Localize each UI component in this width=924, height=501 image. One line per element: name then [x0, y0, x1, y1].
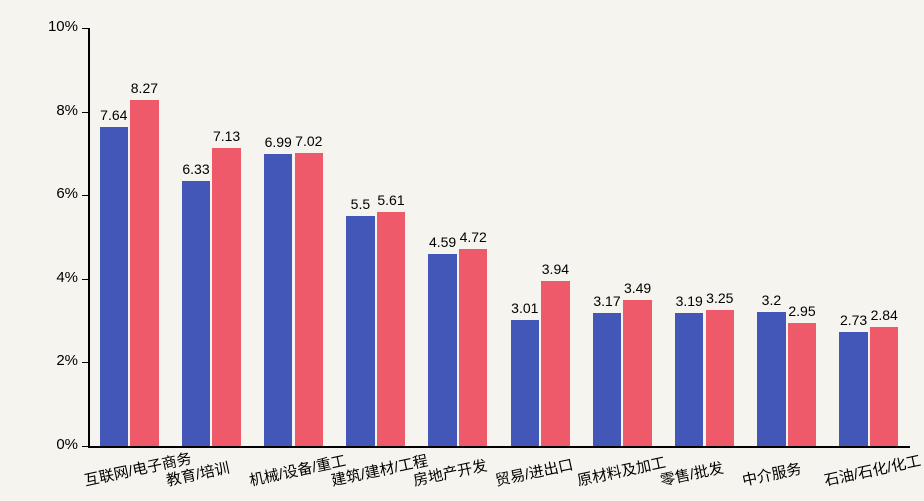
bar	[130, 100, 159, 446]
bar-value-label: 3.94	[535, 261, 575, 277]
bar	[182, 181, 211, 446]
bar	[623, 300, 652, 446]
y-tick-label: 4%	[0, 269, 78, 286]
bar	[100, 127, 129, 446]
bar-value-label: 6.33	[176, 161, 216, 177]
bar-value-label: 5.61	[371, 192, 411, 208]
bar	[675, 313, 704, 446]
industry-bar-chart: 0%2%4%6%8%10%7.648.27互联网/电子商务6.337.13教育/…	[0, 0, 924, 501]
y-tick-label: 8%	[0, 102, 78, 119]
bar-value-label: 2.84	[864, 307, 904, 323]
bar-value-label: 7.13	[207, 128, 247, 144]
x-axis	[88, 446, 910, 448]
bar	[511, 320, 540, 446]
bar-value-label: 7.02	[289, 133, 329, 149]
bar	[295, 153, 324, 446]
category-label: 中介服务	[740, 458, 803, 491]
bar-value-label: 2.95	[782, 303, 822, 319]
bar-value-label: 3.01	[505, 300, 545, 316]
bar	[264, 154, 293, 446]
y-tick	[82, 28, 88, 29]
bar	[459, 249, 488, 446]
y-tick-label: 10%	[0, 18, 78, 35]
category-label: 石油/石化/化工	[822, 450, 923, 491]
bar	[593, 313, 622, 446]
y-tick	[82, 112, 88, 113]
y-tick	[82, 446, 88, 447]
bar	[212, 148, 241, 446]
bar	[346, 216, 375, 446]
category-label: 原材料及加工	[576, 451, 668, 490]
bar-value-label: 3.25	[700, 290, 740, 306]
bar	[839, 332, 868, 446]
bar	[541, 281, 570, 446]
bar-value-label: 4.72	[453, 229, 493, 245]
bar-value-label: 8.27	[124, 80, 164, 96]
y-tick-label: 6%	[0, 185, 78, 202]
bar	[757, 312, 786, 446]
y-tick	[82, 362, 88, 363]
y-tick	[82, 195, 88, 196]
bar-value-label: 3.49	[618, 280, 658, 296]
y-axis	[88, 28, 90, 446]
y-tick	[82, 279, 88, 280]
bar-value-label: 7.64	[94, 107, 134, 123]
category-label: 贸易/进出口	[493, 454, 575, 491]
y-tick-label: 0%	[0, 436, 78, 453]
bar	[788, 323, 817, 446]
y-tick-label: 2%	[0, 352, 78, 369]
bar	[428, 254, 457, 446]
bar	[377, 212, 406, 446]
bar	[870, 327, 899, 446]
bar	[706, 310, 735, 446]
category-label: 零售/批发	[658, 457, 725, 491]
